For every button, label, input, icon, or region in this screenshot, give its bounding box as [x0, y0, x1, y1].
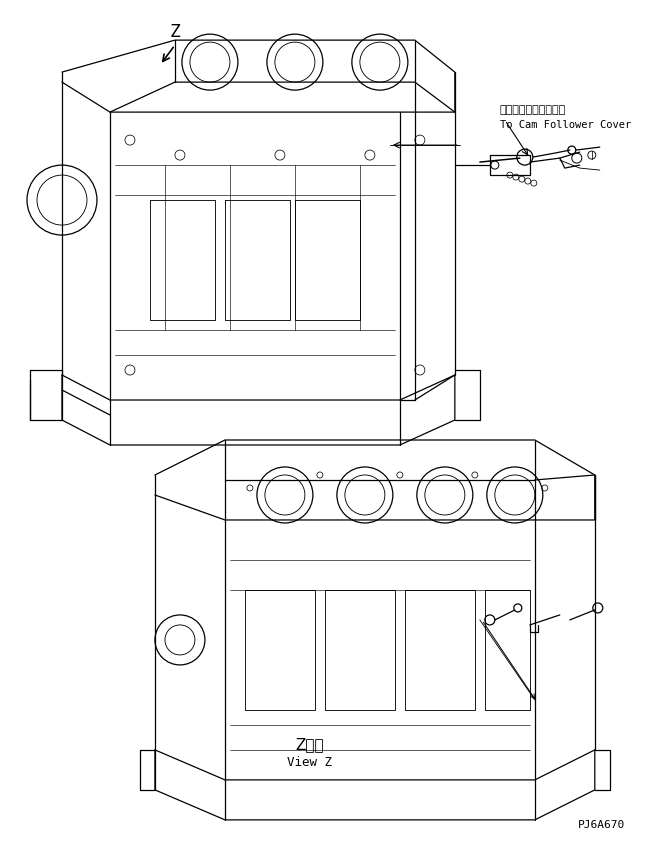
Text: PJ6A670: PJ6A670: [578, 820, 625, 830]
Text: To Cam Follower Cover: To Cam Follower Cover: [500, 120, 631, 130]
Text: カムフォロワカバーヘ: カムフォロワカバーヘ: [500, 105, 566, 115]
Text: Z　視: Z 視: [295, 738, 324, 752]
Text: Z: Z: [170, 23, 180, 41]
Text: View Z: View Z: [287, 756, 333, 769]
